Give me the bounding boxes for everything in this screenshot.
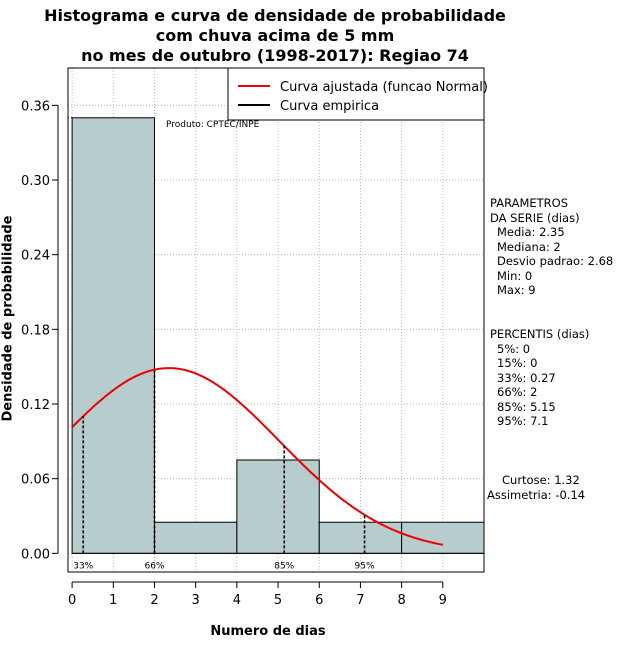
- x-tick-label: 0: [68, 593, 76, 608]
- perc-66: 66%: 2: [497, 385, 538, 399]
- percentile-label: 33%: [73, 561, 93, 571]
- y-tick-label: 0.18: [21, 323, 50, 338]
- parametros-subheader: DA SERIE (dias): [490, 210, 580, 225]
- param-max: Max: 9: [497, 283, 536, 297]
- perc-33: 33%: 0.27: [497, 370, 556, 385]
- percentis-panel: PERCENTIS (dias) 5%: 0 15%: 0 33%: 0.27 …: [490, 327, 589, 429]
- y-axis-label: Densidade de probabilidade: [0, 215, 16, 422]
- param-desvio: Desvio padrao: 2.68: [497, 254, 614, 268]
- y-tick-label: 0.00: [21, 547, 50, 562]
- legend-label: Curva empirica: [280, 99, 379, 114]
- param-mediana: Mediana: 2: [497, 239, 561, 254]
- parametros-panel: PARAMETROS DA SERIE (dias) Media: 2.35 M…: [490, 196, 613, 298]
- perc-95: 95%: 7.1: [497, 414, 549, 428]
- y-tick-label: 0.06: [21, 473, 50, 488]
- param-min: Min: 0: [497, 268, 533, 283]
- x-tick-label: 9: [439, 593, 447, 608]
- percentile-label: 85%: [274, 561, 294, 571]
- curtose-value: Curtose: 1.32: [502, 473, 580, 487]
- histogram-bar: [153, 521, 238, 554]
- percentile-label: 66%: [144, 561, 164, 571]
- percentile-label: 95%: [355, 561, 375, 571]
- y-tick-label: 0.12: [21, 398, 50, 413]
- x-tick-label: 2: [150, 593, 158, 608]
- normal-density-curve: [71, 367, 444, 546]
- histogram-bar: [236, 459, 320, 554]
- y-tick-label: 0.30: [21, 174, 50, 189]
- histogram-bar: [71, 117, 155, 554]
- parametros-header: PARAMETROS: [490, 196, 569, 210]
- y-tick-label: 0.24: [21, 249, 50, 264]
- x-tick-label: 1: [109, 593, 117, 608]
- chart-title-line-1: Histograma e curva de densidade de proba…: [44, 6, 506, 25]
- perc-85: 85%: 5.15: [497, 399, 556, 414]
- param-media: Media: 2.35: [497, 225, 565, 239]
- x-tick-label: 7: [356, 593, 364, 608]
- perc-15: 15%: 0: [497, 356, 538, 370]
- histogram-bar: [318, 521, 403, 554]
- legend-label: Curva ajustada (funcao Normal): [280, 80, 488, 95]
- chart-title-line-2: com chuva acima de 5 mm: [155, 26, 395, 45]
- x-axis-label: Numero de dias: [210, 624, 326, 639]
- y-tick-label: 0.36: [21, 99, 50, 114]
- x-tick-label: 3: [192, 593, 200, 608]
- legend-box: [227, 67, 485, 121]
- x-tick-label: 6: [315, 593, 323, 608]
- product-annotation: Produto: CPTEC/INPE: [166, 120, 260, 130]
- percentis-header: PERCENTIS (dias): [490, 327, 590, 341]
- perc-5: 5%: 0: [497, 341, 531, 356]
- x-tick-label: 8: [397, 593, 405, 608]
- chart-title-line-3: no mes de outubro (1998-2017): Regiao 74: [81, 46, 469, 65]
- x-tick-label: 5: [274, 593, 282, 608]
- assimetria-value: Assimetria: -0.14: [487, 488, 586, 502]
- x-tick-label: 4: [233, 593, 241, 608]
